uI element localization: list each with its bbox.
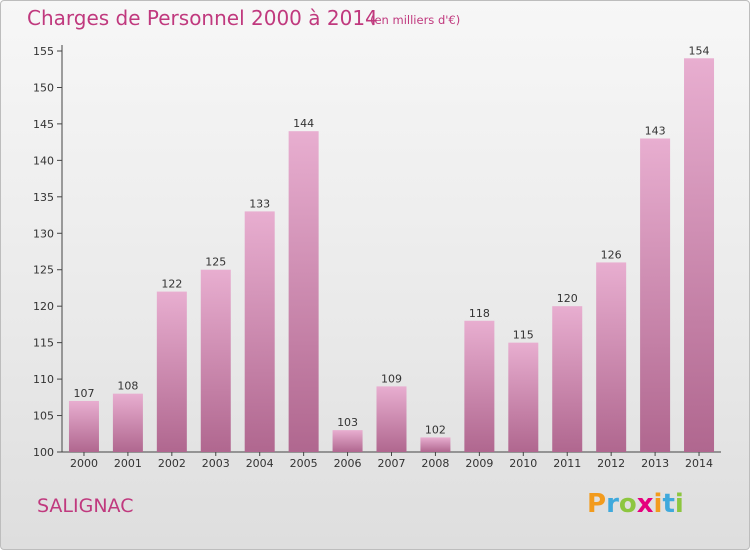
y-tick-label: 140: [33, 154, 54, 167]
proxiti-logo: Proxiti: [587, 489, 684, 519]
bar: [68, 400, 99, 452]
bar-value-label: 115: [513, 329, 534, 342]
x-tick-label: 2009: [465, 457, 493, 470]
bar-value-label: 109: [381, 372, 402, 385]
logo-letter: r: [606, 489, 619, 519]
y-tick-label: 125: [33, 264, 54, 277]
x-tick-label: 2003: [202, 457, 230, 470]
bar-value-label: 118: [469, 307, 490, 320]
bar: [552, 306, 583, 452]
bar: [288, 131, 319, 452]
x-tick-label: 2014: [685, 457, 713, 470]
bar: [640, 138, 671, 452]
bar-value-label: 143: [645, 124, 666, 137]
bar: [376, 386, 407, 452]
bar: [244, 211, 275, 452]
y-tick-label: 145: [33, 118, 54, 131]
bar: [596, 262, 627, 452]
logo-letter: P: [587, 489, 607, 519]
x-tick-label: 2006: [334, 457, 362, 470]
bar: [508, 342, 539, 452]
bar-value-label: 107: [73, 387, 94, 400]
y-tick-label: 155: [33, 45, 54, 58]
x-tick-label: 2001: [114, 457, 142, 470]
x-tick-label: 2000: [70, 457, 98, 470]
bar: [684, 58, 715, 453]
bar: [420, 437, 451, 452]
bar: [200, 269, 231, 452]
chart-title: Charges de Personnel 2000 à 2014: [27, 6, 378, 30]
bar-value-label: 102: [425, 423, 446, 436]
logo-letter: x: [636, 489, 654, 519]
bar-value-label: 133: [249, 197, 270, 210]
bar-value-label: 108: [117, 380, 138, 393]
bar-value-label: 144: [293, 117, 314, 130]
y-tick-label: 135: [33, 191, 54, 204]
logo-letter: i: [653, 489, 663, 519]
y-tick-label: 115: [33, 337, 54, 350]
y-tick-label: 120: [33, 300, 54, 313]
bar-value-label: 122: [161, 278, 182, 291]
y-tick-label: 130: [33, 227, 54, 240]
bar: [112, 393, 143, 452]
x-tick-label: 2011: [553, 457, 581, 470]
x-tick-label: 2007: [378, 457, 406, 470]
bar: [464, 320, 495, 452]
bar-value-label: 126: [601, 248, 622, 261]
chart-subtitle: (en milliers d'€): [370, 13, 461, 27]
x-tick-label: 2002: [158, 457, 186, 470]
bar-value-label: 103: [337, 416, 358, 429]
y-tick-label: 105: [33, 410, 54, 423]
y-tick-label: 100: [33, 446, 54, 459]
logo-letter: i: [674, 489, 684, 519]
bar-value-label: 125: [205, 256, 226, 269]
x-tick-label: 2012: [597, 457, 625, 470]
chart-bars: [68, 58, 715, 453]
bar-value-label: 154: [689, 44, 710, 57]
commune-name: SALIGNAC: [37, 495, 134, 517]
bar: [156, 291, 187, 452]
chart-data-labels: 107 108 122 125 133 144 103 109 102 118 115 120 126 1…: [73, 44, 709, 436]
x-tick-label: 2008: [421, 457, 449, 470]
chart-axes: 100 105 110 115 120 125 130 135 140 145 150 155 2000…: [33, 45, 721, 470]
x-tick-label: 2005: [290, 457, 318, 470]
logo-letter: o: [618, 489, 637, 519]
bar-value-label: 120: [557, 292, 578, 305]
x-tick-label: 2004: [246, 457, 274, 470]
x-tick-label: 2013: [641, 457, 669, 470]
x-tick-label: 2010: [509, 457, 537, 470]
y-tick-label: 150: [33, 81, 54, 94]
bar: [332, 430, 363, 452]
y-tick-label: 110: [33, 373, 54, 386]
logo-letter: t: [662, 489, 675, 519]
